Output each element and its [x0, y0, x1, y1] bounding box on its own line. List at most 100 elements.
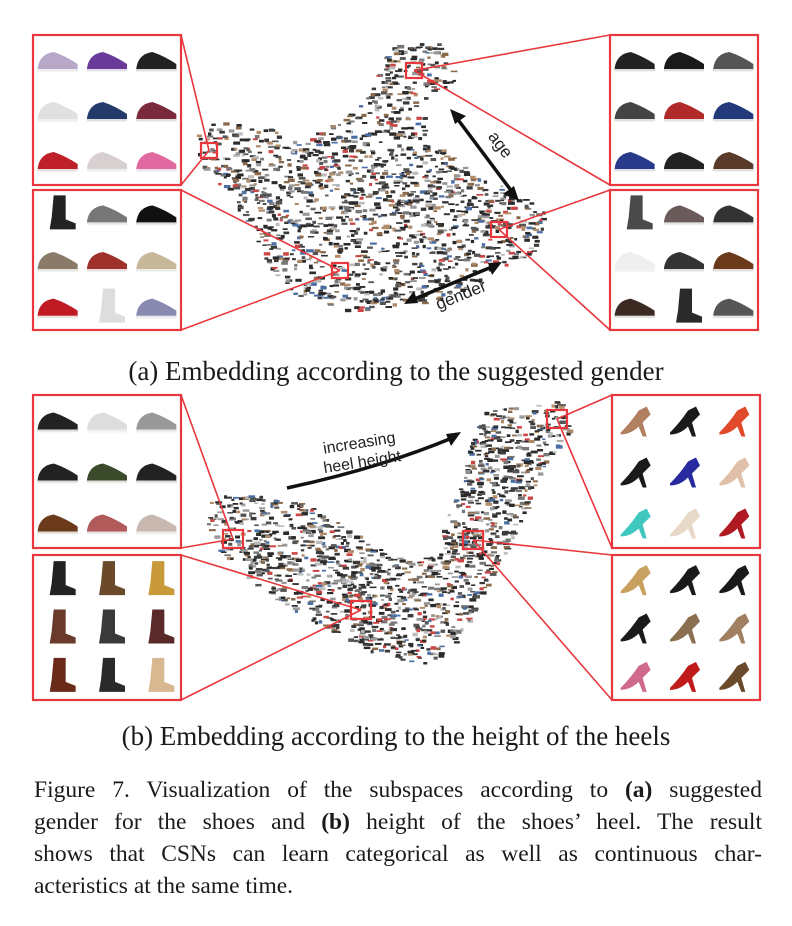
- embedding-point: [208, 529, 216, 532]
- embedding-point: [302, 151, 307, 153]
- shoe-thumbnail: [626, 195, 653, 230]
- embedding-point: [471, 219, 479, 221]
- embedding-point: [326, 292, 332, 295]
- embedding-point: [450, 209, 455, 213]
- embedding-point: [363, 616, 370, 619]
- embedding-point: [409, 234, 415, 238]
- embedding-point: [306, 205, 310, 208]
- embedding-point: [469, 598, 477, 602]
- embedding-point: [400, 52, 405, 56]
- embedding-point: [467, 249, 472, 252]
- shoe-thumbnail: [719, 508, 750, 539]
- embedding-point: [413, 93, 418, 97]
- embedding-point: [412, 151, 418, 154]
- embedding-point: [358, 290, 365, 293]
- embedding-point: [399, 194, 406, 197]
- embedding-point: [373, 163, 380, 165]
- embedding-point: [371, 576, 375, 579]
- embedding-point: [398, 50, 404, 53]
- embedding-point: [348, 218, 353, 222]
- embedding-point: [353, 242, 359, 244]
- shoe-thumbnail: [37, 514, 78, 534]
- embedding-point: [302, 164, 308, 167]
- embedding-point: [385, 93, 390, 98]
- embedding-point: [469, 564, 476, 568]
- embedding-point: [454, 570, 459, 573]
- embedding-point: [515, 489, 523, 493]
- embedding-point: [384, 632, 389, 635]
- embedding-point: [245, 211, 249, 213]
- embedding-point: [430, 603, 437, 608]
- embedding-point: [463, 476, 468, 479]
- embedding-point: [468, 543, 476, 547]
- embedding-point: [488, 538, 492, 540]
- embedding-point: [281, 216, 288, 219]
- embedding-point: [265, 535, 271, 538]
- embedding-point: [327, 229, 331, 232]
- embedding-point: [392, 229, 397, 232]
- embedding-point: [536, 444, 542, 447]
- embedding-point: [377, 299, 385, 302]
- embedding-point: [448, 589, 455, 591]
- embedding-point: [467, 499, 474, 503]
- embedding-point: [294, 244, 301, 249]
- embedding-point: [398, 237, 403, 240]
- embedding-point: [408, 135, 412, 138]
- embedding-point: [492, 571, 498, 573]
- embedding-point: [269, 202, 275, 205]
- embedding-point: [231, 147, 237, 151]
- embedding-point: [240, 513, 247, 517]
- embedding-point: [363, 231, 368, 235]
- embedding-point: [472, 279, 477, 282]
- embedding-point: [390, 120, 397, 123]
- embedding-point: [248, 495, 256, 498]
- embedding-point: [366, 543, 371, 546]
- embedding-point: [395, 252, 402, 254]
- embedding-point: [556, 440, 564, 442]
- embedding-point: [503, 552, 508, 555]
- embedding-point: [245, 539, 253, 542]
- embedding-point: [499, 498, 504, 502]
- embedding-point: [376, 232, 383, 236]
- embedding-point: [494, 556, 499, 560]
- embedding-point: [321, 254, 328, 257]
- embedding-point: [517, 445, 522, 449]
- embedding-point: [269, 248, 274, 250]
- embedding-point: [408, 578, 413, 581]
- embedding-point: [381, 269, 387, 272]
- embedding-point: [349, 145, 357, 148]
- shoe-sole: [136, 531, 177, 535]
- embedding-point: [327, 589, 334, 591]
- embedding-point: [453, 641, 460, 644]
- embedding-point: [480, 246, 486, 249]
- shoe-thumbnail: [49, 561, 76, 596]
- embedding-point: [541, 426, 546, 429]
- embedding-point: [413, 581, 417, 584]
- embedding-point: [425, 214, 430, 218]
- embedding-point: [301, 256, 305, 259]
- embedding-point: [302, 212, 310, 216]
- embedding-point: [354, 204, 361, 208]
- embedding-point: [408, 594, 415, 597]
- embedding-point: [406, 65, 410, 69]
- embedding-point: [421, 63, 426, 66]
- embedding-point: [495, 199, 501, 202]
- embedding-point: [397, 44, 405, 49]
- embedding-point: [347, 591, 352, 594]
- embedding-point: [510, 487, 518, 490]
- embedding-point: [503, 465, 509, 469]
- embedding-point: [321, 569, 327, 572]
- embedding-point: [436, 569, 442, 572]
- embedding-point: [340, 575, 346, 579]
- embedding-point: [341, 146, 347, 149]
- embedding-point: [469, 452, 475, 456]
- embedding-point: [477, 554, 484, 558]
- embedding-point: [294, 187, 301, 191]
- embedding-point: [450, 546, 454, 550]
- embedding-point: [515, 433, 523, 437]
- embedding-point: [476, 573, 482, 575]
- embedding-point: [380, 267, 387, 271]
- embedding-point: [490, 225, 496, 229]
- embedding-point: [423, 557, 431, 560]
- embedding-point: [410, 205, 417, 209]
